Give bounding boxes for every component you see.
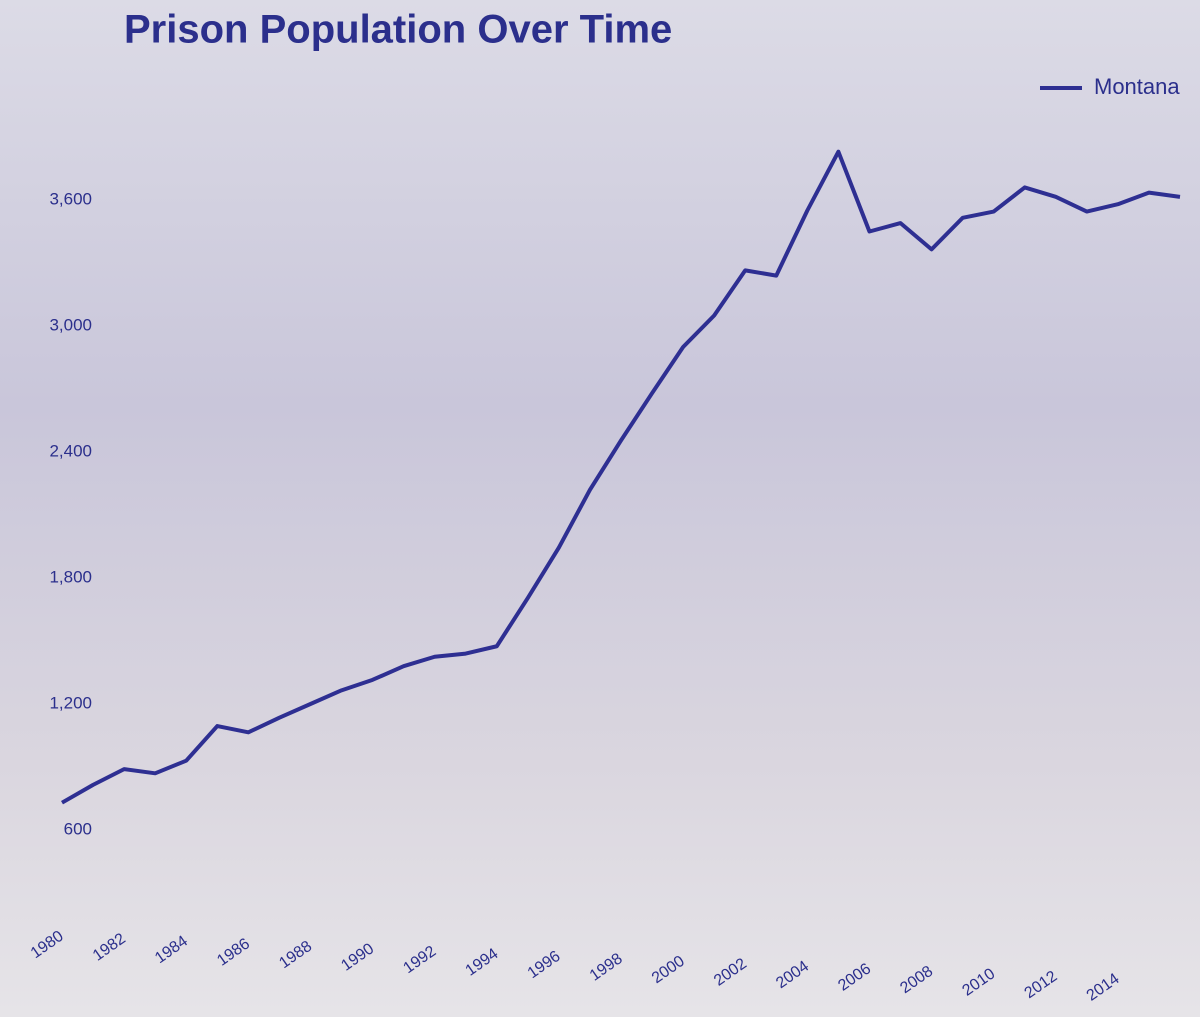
y-tick-label: 1,800 [49, 567, 92, 586]
y-tick-label: 2,400 [49, 441, 92, 460]
y-tick-label: 600 [64, 819, 92, 838]
y-tick-label: 3,600 [49, 189, 92, 208]
y-tick-label: 3,000 [49, 315, 92, 334]
chart-title: Prison Population Over Time [124, 8, 672, 52]
y-tick-label: 1,200 [49, 693, 92, 712]
legend-label: Montana [1094, 74, 1180, 99]
series-line [61, 149, 1181, 805]
